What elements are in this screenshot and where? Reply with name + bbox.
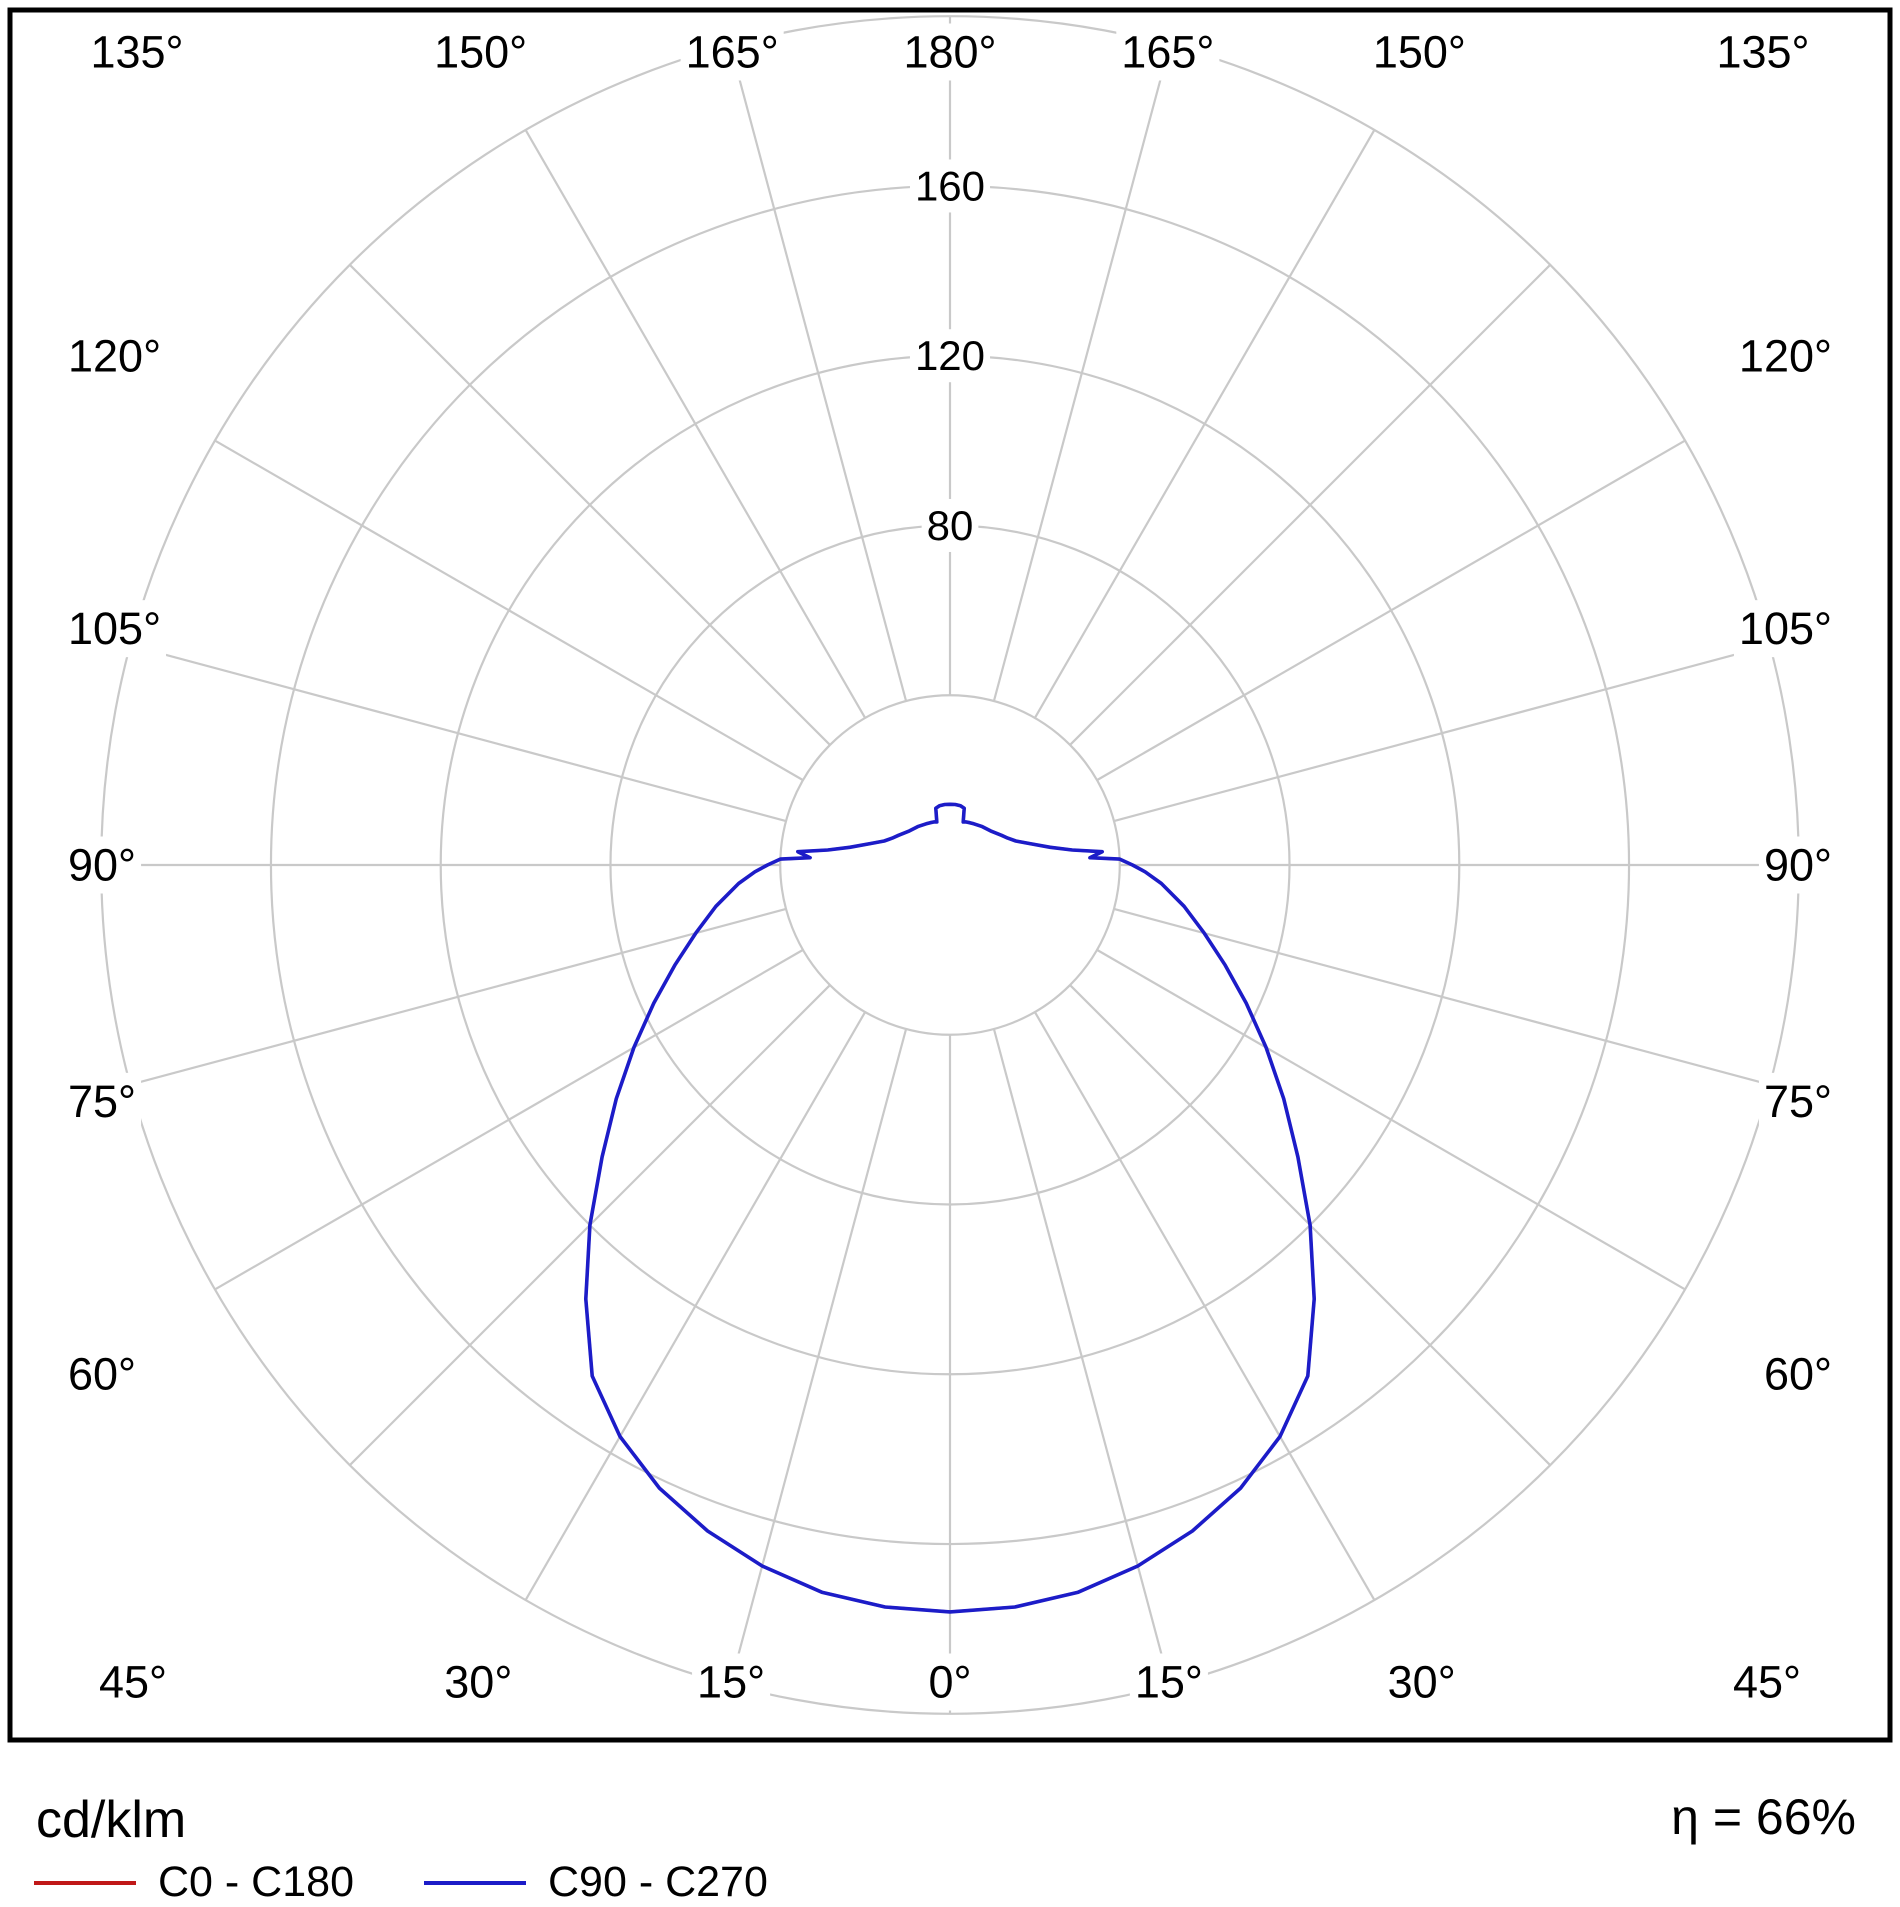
label-mask <box>692 1653 771 1711</box>
angle-tick-label-105: 105° <box>1739 603 1832 654</box>
label-mask <box>909 329 991 383</box>
angle-tick-label-165: 165° <box>686 27 779 78</box>
legend-item-c0-c180: C0 - C180 <box>34 1858 354 1907</box>
legend-label-c0-c180: C0 - C180 <box>158 1858 354 1906</box>
label-mask <box>63 1072 142 1130</box>
legend-swatch-blue-icon <box>423 1880 526 1885</box>
angle-tick-label-0: 0° <box>928 1657 971 1708</box>
legend-item-c90-c270: C90 - C270 <box>423 1858 768 1907</box>
radial-tick-label-120: 120 <box>915 332 985 379</box>
label-mask <box>1367 23 1471 81</box>
angle-tick-label-180: 180° <box>903 27 996 78</box>
angle-tick-label-30: 30° <box>1388 1657 1456 1708</box>
label-mask <box>429 23 533 81</box>
label-mask <box>85 23 189 81</box>
angle-tick-label-120: 120° <box>1739 330 1832 381</box>
label-mask <box>921 498 979 552</box>
label-mask <box>63 600 167 658</box>
radial-tick-label-80: 80 <box>927 502 974 549</box>
radial-tick-label-160: 160 <box>915 162 985 209</box>
angle-tick-label-90: 90° <box>1764 840 1832 891</box>
chart-footer: cd/klm η = 66% C0 - C180 C90 - C270 <box>0 1750 1900 1906</box>
legend-swatch-red-icon <box>34 1880 136 1885</box>
label-mask <box>93 1653 173 1711</box>
legend-label-c90-c270: C90 - C270 <box>547 1858 768 1906</box>
label-mask <box>898 23 1002 81</box>
polar-chart: 80 120 160 0° 15° 15° 30° 30° 45° 45° 60° 60° 75° 75°… <box>7 7 1893 1743</box>
label-mask <box>63 836 142 894</box>
angle-tick-label-150: 150° <box>434 27 527 78</box>
label-mask <box>1733 327 1837 385</box>
angle-tick-label-90: 90° <box>68 840 136 891</box>
angle-tick-label-105: 105° <box>68 603 161 654</box>
label-mask <box>1129 1653 1208 1711</box>
angle-tick-label-135: 135° <box>90 27 183 78</box>
axis-labels: 80 120 160 0° 15° 15° 30° 30° 45° 45° 60° 60° 75° 75°… <box>63 23 1837 1711</box>
polar-grid <box>100 15 1800 1715</box>
label-mask <box>439 1653 518 1711</box>
label-mask <box>1758 1345 1837 1403</box>
angle-tick-label-15: 15° <box>1135 1657 1203 1708</box>
angle-tick-label-15: 15° <box>697 1657 765 1708</box>
label-mask <box>1116 23 1220 81</box>
angle-tick-label-150: 150° <box>1373 27 1466 78</box>
label-mask <box>63 327 167 385</box>
label-mask <box>1733 600 1837 658</box>
angle-tick-label-165: 165° <box>1121 27 1214 78</box>
angle-tick-label-60: 60° <box>1764 1349 1832 1400</box>
label-mask <box>1382 1653 1461 1711</box>
intensity-curves <box>584 802 1316 1614</box>
label-mask <box>1758 836 1837 894</box>
label-mask <box>1727 1653 1807 1711</box>
legend: C0 - C180 C90 - C270 <box>34 1858 838 1907</box>
plot-border <box>7 7 1893 1743</box>
angle-tick-label-45: 45° <box>99 1657 167 1708</box>
label-mask <box>923 1653 977 1711</box>
angle-tick-label-75: 75° <box>1764 1076 1832 1127</box>
angle-tick-label-60: 60° <box>68 1349 136 1400</box>
efficiency-label: η = 66% <box>1671 1789 1856 1845</box>
label-mask <box>63 1345 142 1403</box>
angle-tick-label-135: 135° <box>1716 27 1809 78</box>
angle-tick-label-45: 45° <box>1733 1657 1801 1708</box>
label-mask <box>1711 23 1815 81</box>
label-mask <box>909 159 991 213</box>
angle-tick-label-75: 75° <box>68 1076 136 1127</box>
units-label: cd/klm <box>36 1791 187 1849</box>
label-mask <box>1758 1072 1837 1130</box>
angle-tick-label-30: 30° <box>444 1657 512 1708</box>
label-mask <box>680 23 784 81</box>
intensity-curve-c90-c270 <box>584 802 1316 1614</box>
angle-tick-label-120: 120° <box>68 330 161 381</box>
